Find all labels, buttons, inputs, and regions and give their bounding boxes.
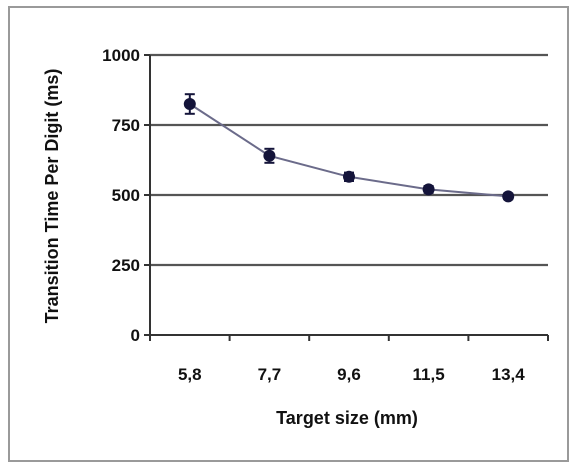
data-point-0 [183,98,196,110]
x-tick-label-0: 5,8 [178,365,202,384]
data-point-1 [263,149,276,162]
data-point-4 [502,190,515,203]
x-axis-label: Target size (mm) [276,408,418,428]
x-tick-label-2: 9,6 [337,365,361,384]
y-tick-label-0: 0 [131,326,140,345]
data-point-2 [343,170,355,183]
y-tick-label-500: 500 [112,186,140,205]
x-tick-label-3: 11,5 [413,365,445,384]
x-tick-label-1: 7,7 [258,365,282,384]
gridlines [150,53,548,267]
y-tick-label-1000: 1000 [102,46,140,65]
axes [144,54,549,341]
data-point-3 [422,183,435,196]
y-tick-labels: 0 250 500 750 1000 [102,46,140,345]
x-tick-labels: 5,8 7,7 9,6 11,5 13,4 [178,365,525,384]
y-tick-label-250: 250 [112,256,140,275]
y-tick-label-750: 750 [112,116,140,135]
data-series [183,93,515,203]
chart-frame [8,6,569,462]
y-axis-label: Transition Time Per Digit (ms) [42,69,62,324]
x-tick-label-4: 13,4 [492,365,526,384]
